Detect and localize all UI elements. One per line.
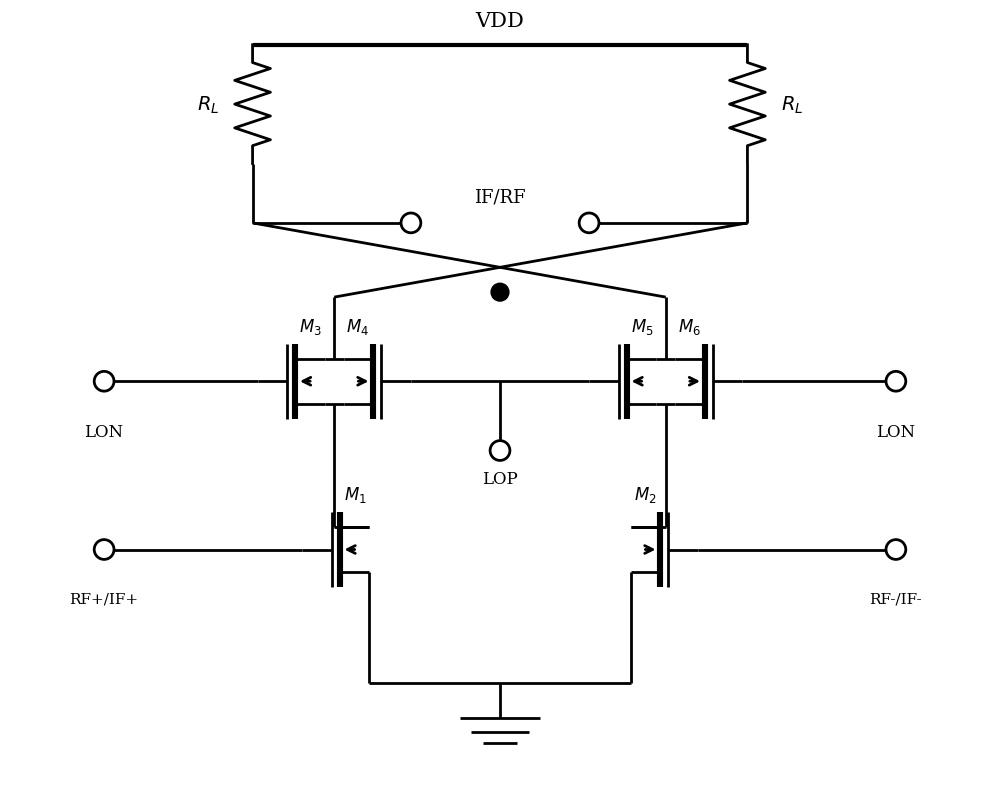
Circle shape [401, 214, 421, 234]
Text: $M_5$: $M_5$ [631, 316, 653, 337]
Text: LOP: LOP [482, 470, 518, 487]
Text: $R_L$: $R_L$ [197, 94, 219, 116]
Circle shape [886, 540, 906, 560]
Text: $M_6$: $M_6$ [678, 316, 701, 337]
Circle shape [94, 372, 114, 392]
Text: LON: LON [85, 423, 124, 440]
Text: IF/RF: IF/RF [474, 188, 526, 206]
Circle shape [94, 540, 114, 560]
Text: RF+/IF+: RF+/IF+ [70, 591, 139, 605]
Circle shape [491, 284, 509, 302]
Text: LON: LON [876, 423, 915, 440]
Text: $M_1$: $M_1$ [344, 484, 366, 504]
Circle shape [886, 372, 906, 392]
Text: VDD: VDD [476, 12, 524, 31]
Text: $R_L$: $R_L$ [781, 94, 803, 116]
Text: RF-/IF-: RF-/IF- [870, 591, 922, 605]
Text: $M_3$: $M_3$ [299, 316, 322, 337]
Circle shape [579, 214, 599, 234]
Text: $M_4$: $M_4$ [346, 316, 369, 337]
Text: $M_2$: $M_2$ [634, 484, 656, 504]
Circle shape [490, 441, 510, 461]
